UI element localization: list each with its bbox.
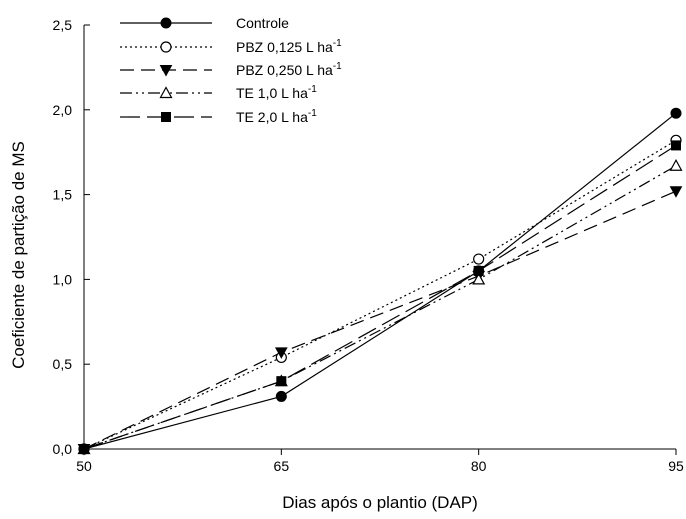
data-point [276, 376, 287, 387]
legend-label: TE 2,0 L ha-1 [236, 108, 317, 125]
legend-marker [159, 86, 173, 99]
data-point [670, 107, 682, 119]
data-point [669, 186, 683, 198]
y-tick-label: 2,5 [53, 17, 73, 33]
legend-label: PBZ 0,125 L ha-1 [236, 38, 342, 55]
legend-label-exponent: -1 [333, 38, 342, 49]
series-markers [77, 107, 683, 456]
series-line [83, 165, 677, 450]
data-point [79, 444, 89, 454]
axes: 0,0 0,5 1,0 1,5 2,0 2,5 50 65 80 95 [53, 17, 684, 474]
legend: Controle PBZ 0,125 L ha-1 PBZ 0,250 L ha-1… [120, 15, 342, 125]
x-tick-label: 95 [668, 458, 684, 474]
series-lines [83, 112, 677, 450]
y-tick-label: 1,5 [53, 187, 73, 203]
data-point [472, 272, 486, 285]
legend-label: TE 1,0 L ha-1 [236, 84, 317, 101]
legend-marker [161, 112, 171, 122]
legend-label: Controle [236, 15, 289, 31]
x-tick-label: 65 [274, 458, 290, 474]
x-tick-label: 80 [471, 458, 487, 474]
legend-label-exponent: -1 [308, 84, 317, 95]
y-tick-label: 0,5 [53, 356, 73, 372]
data-point [473, 265, 484, 276]
series-line [83, 112, 677, 450]
y-tick-label: 2,0 [53, 102, 73, 118]
series-line [83, 190, 677, 450]
data-point [671, 140, 681, 151]
y-axis-title: Coeficiente de partição de MS [9, 141, 28, 369]
data-point [473, 253, 485, 265]
legend-marker [160, 17, 172, 29]
data-point [275, 390, 287, 402]
legend-label-exponent: -1 [333, 61, 342, 72]
legend-label-exponent: -1 [308, 108, 317, 119]
series-line [83, 144, 677, 450]
series-line [83, 139, 677, 450]
legend-label: PBZ 0,250 L ha-1 [236, 61, 342, 78]
y-tick-label: 1,0 [53, 271, 73, 287]
x-tick-label: 50 [76, 458, 92, 474]
legend-marker [159, 65, 173, 77]
y-tick-label: 0,0 [53, 441, 73, 457]
x-axis-title: Dias após o plantio (DAP) [282, 493, 478, 512]
legend-marker [160, 41, 172, 53]
data-point [669, 159, 683, 171]
data-point [274, 347, 288, 359]
